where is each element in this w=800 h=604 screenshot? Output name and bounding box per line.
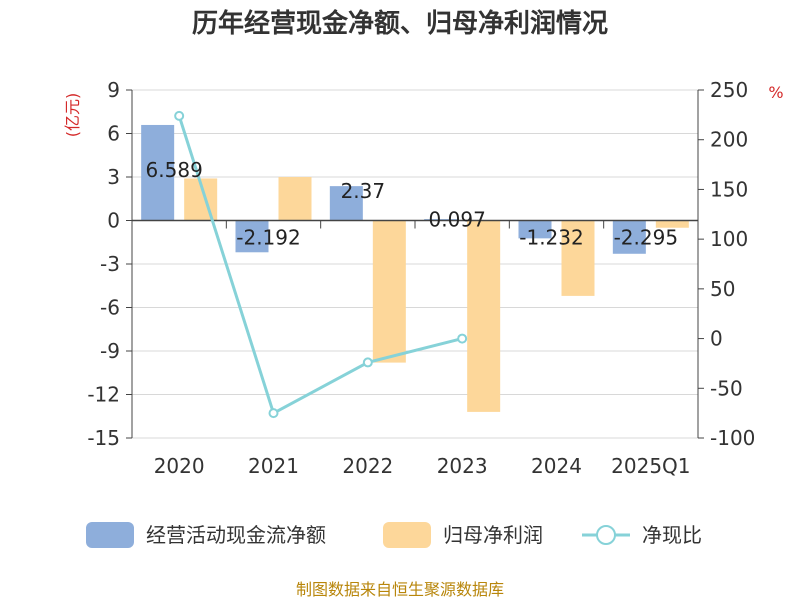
- bars: [141, 124, 689, 412]
- source-note: 制图数据来自恒生聚源数据库: [296, 580, 504, 599]
- ratio-point: [362, 357, 373, 368]
- left-tick-label: -12: [87, 383, 120, 407]
- net-profit-bar: [372, 220, 406, 363]
- cash-flow-data-label: 0.097: [429, 208, 486, 232]
- category-label: 2024: [531, 454, 582, 478]
- category-label: 2020: [154, 454, 205, 478]
- left-tick-label: -9: [100, 339, 120, 363]
- left-tick-label: -15: [87, 426, 120, 450]
- chart-title: 历年经营现金净额、归母净利润情况: [192, 8, 608, 39]
- cash-flow-bar: [235, 220, 269, 253]
- left-tick-label: 0: [107, 209, 120, 233]
- net-profit-bar: [561, 220, 595, 296]
- legend-label: 归母净利润: [443, 523, 543, 547]
- left-tick-label: 9: [107, 78, 120, 102]
- right-tick-label: 0: [710, 327, 723, 351]
- right-tick-label: 50: [710, 277, 735, 301]
- cash-flow-data-label: -2.295: [614, 226, 678, 250]
- right-tick-label: 200: [710, 128, 748, 152]
- legend-swatch: [86, 522, 134, 548]
- data-labels: 6.589 -2.192 2.37 0.097 -1.232 -2.295: [146, 158, 679, 250]
- grid-lines: [132, 89, 698, 439]
- cash-flow-data-label: -2.192: [236, 226, 300, 250]
- net-profit-bar: [467, 220, 501, 412]
- right-tick-label: 150: [710, 177, 748, 201]
- left-tick-label: -3: [100, 252, 120, 276]
- ratio-point: [268, 408, 279, 419]
- right-tick-label: -100: [710, 426, 755, 450]
- net-profit-bar: [278, 177, 312, 221]
- ratio-point: [457, 333, 468, 344]
- ratio-line: [174, 110, 468, 419]
- left-tick-label: -6: [100, 296, 120, 320]
- category-label: 2021: [248, 454, 299, 478]
- axes: 9 6 3 0 -3 -6 -9 -12 -15 250 200 150 100 50 0 -50 -100 20…: [87, 78, 755, 478]
- cash-flow-bar: [141, 124, 175, 221]
- right-tick-label: 100: [710, 227, 748, 251]
- category-label: 2025Q1: [611, 454, 690, 478]
- cash-flow-bar: [612, 220, 646, 254]
- cash-flow-data-label: 2.37: [341, 179, 386, 203]
- right-axis-unit: %: [768, 83, 783, 102]
- cash-flow-data-label: 6.589: [146, 158, 203, 182]
- ratio-point: [174, 110, 185, 121]
- left-tick-label: 6: [107, 122, 120, 146]
- legend-label: 净现比: [642, 523, 702, 547]
- legend: 经营活动现金流净额 归母净利润 净现比: [86, 522, 702, 548]
- right-tick-label: -50: [710, 376, 743, 400]
- category-label: 2022: [342, 454, 393, 478]
- category-label: 2023: [437, 454, 488, 478]
- cash-flow-bar: [329, 186, 363, 221]
- ratio-line-path: [177, 115, 463, 416]
- cash-flow-data-label: -1.232: [519, 226, 583, 250]
- net-profit-bar: [655, 220, 689, 228]
- right-tick-label: 250: [710, 78, 748, 102]
- legend-swatch: [383, 522, 431, 548]
- cash-flow-bar: [518, 220, 552, 239]
- legend-marker: [596, 525, 616, 545]
- left-tick-label: 3: [107, 165, 120, 189]
- left-axis-unit: (亿元): [63, 93, 82, 138]
- legend-label: 经营活动现金流净额: [146, 523, 326, 547]
